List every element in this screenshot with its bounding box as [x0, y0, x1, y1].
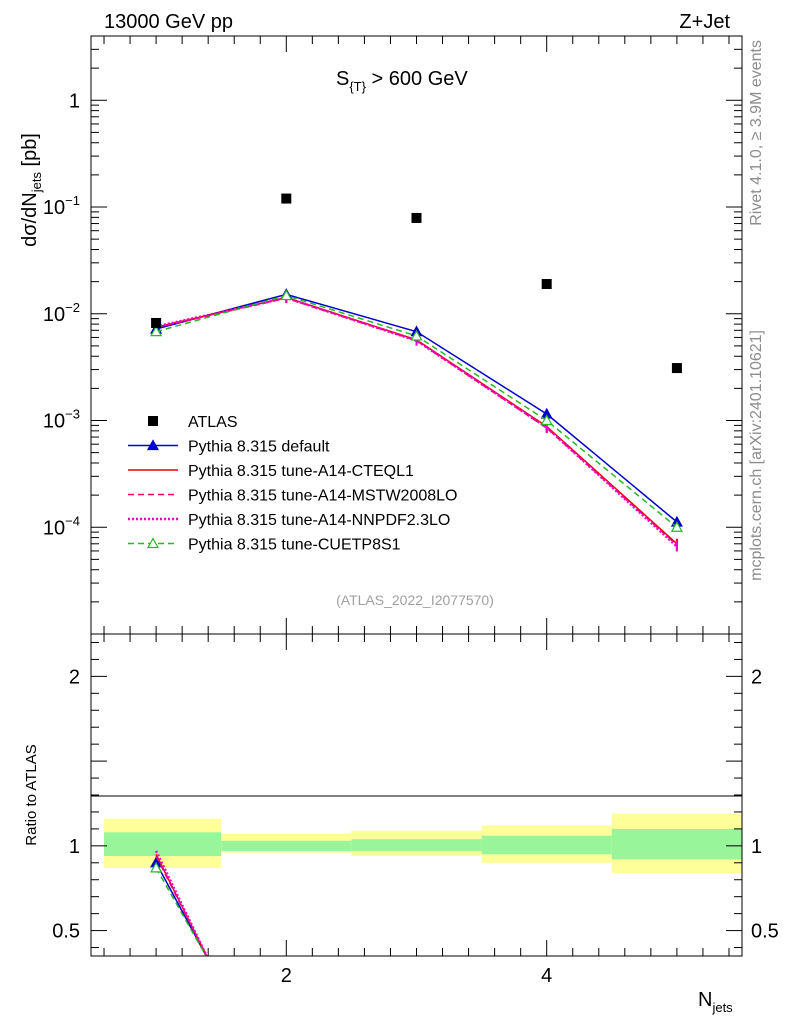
tick-mantissa: 10 [43, 197, 65, 219]
main-y-tick-labels: 110−110−210−310−4 [43, 90, 80, 539]
header-right: Z+Jet [679, 11, 730, 33]
ylabel-suffix: [pb] [19, 133, 41, 172]
ratio-marker [150, 861, 163, 873]
legend-label: Pythia 8.315 tune-A14-MSTW2008LO [188, 488, 457, 505]
main-panel: 110−110−210−310−4 S{T} > 600 GeV dσ/dNje… [19, 35, 743, 635]
atlas-data-point [151, 317, 162, 328]
ratio-frame [90, 633, 743, 957]
atlas-data-point [671, 363, 682, 374]
series-marker [410, 329, 423, 341]
ratio-inner-band [221, 840, 352, 851]
tick-exponent: −1 [65, 193, 80, 208]
series-marker [150, 325, 163, 337]
main-y-tick-label: 10−1 [43, 193, 80, 219]
main-y-tick-label: 1 [69, 90, 80, 112]
x-tick-label: 2 [281, 965, 292, 987]
main-y-tick-label: 10−2 [43, 300, 80, 326]
main-series [150, 288, 683, 552]
legend: ATLAS Pythia 8.315 default Pythia 8.315 tu… [128, 414, 457, 554]
main-y-tick-label: 10−3 [43, 407, 80, 433]
legend-label: Pythia 8.315 default [188, 439, 330, 456]
ratio-y-tick-label-right: 2 [751, 666, 762, 688]
xlabel-sub: jets [711, 1000, 733, 1015]
atlas-data-point [411, 212, 422, 223]
analysis-watermark: (ATLAS_2022_I2077570) [336, 592, 494, 608]
legend-label: ATLAS [188, 414, 238, 431]
tick-exponent: −4 [65, 513, 80, 528]
ratio-y-tick-label: 0.5 [52, 921, 80, 943]
title-main: S [336, 68, 349, 90]
series-marker [540, 414, 553, 426]
ratio-y-tick-label: 2 [69, 666, 80, 688]
header-left: 13000 GeV pp [104, 11, 233, 33]
main-ticks [91, 35, 742, 635]
ratio-y-tick-label-right: 1 [751, 836, 762, 858]
main-y-axis-label: dσ/dNjets [pb] [19, 133, 44, 247]
ratio-line [154, 850, 209, 956]
x-axis-label: Njets [698, 989, 733, 1015]
ylabel-sub: jets [29, 172, 44, 194]
legend-marker [146, 439, 160, 451]
atlas-data-point [281, 193, 292, 204]
title-rest: > 600 GeV [366, 68, 468, 90]
tick-mantissa: 1 [69, 90, 80, 112]
legend-marker [148, 416, 158, 426]
rivet-label: Rivet 4.1.0, ≥ 3.9M events [748, 40, 765, 226]
ratio-bands [104, 813, 742, 873]
tick-mantissa: 10 [43, 517, 65, 539]
legend-label: Pythia 8.315 tune-A14-NNPDF2.3LO [188, 512, 450, 529]
x-tick-label: 4 [541, 965, 552, 987]
ratio-tick-labels: 0.5 0.5 1 1 2 2 2 4 [52, 666, 779, 987]
ratio-inner-band [611, 828, 742, 860]
ratio-panel: Ratio to ATLAS 0.5 0.5 1 1 2 2 2 4 Njets [23, 633, 779, 1015]
ratio-line [155, 867, 207, 956]
atlas-data [151, 193, 682, 374]
title-sub: {T} [349, 79, 366, 94]
tick-exponent: −2 [65, 300, 80, 315]
xlabel-main: N [698, 989, 712, 1011]
series-marker [670, 521, 683, 532]
legend-marker [146, 537, 160, 549]
ylabel-prefix: dσ/dN [19, 192, 41, 247]
atlas-data-point [541, 279, 552, 290]
ratio-inner-band [481, 835, 612, 855]
ratio-inner-band [351, 839, 482, 851]
ratio-y-tick-label: 1 [69, 836, 80, 858]
legend-label: Pythia 8.315 tune-A14-CTEQL1 [188, 463, 414, 480]
main-y-tick-label: 10−4 [43, 513, 80, 539]
ratio-y-axis-label: Ratio to ATLAS [23, 744, 40, 845]
ratio-ticks [91, 634, 742, 956]
main-title: S{T} > 600 GeV [336, 68, 468, 94]
series-marker [280, 289, 293, 301]
ratio-series [150, 850, 209, 956]
tick-exponent: −3 [65, 407, 80, 422]
legend-label: Pythia 8.315 tune-CUETP8S1 [188, 537, 401, 554]
ratio-inner-band [104, 832, 222, 857]
tick-mantissa: 10 [43, 411, 65, 433]
mcplots-label: mcplots.cern.ch [arXiv:2401.10621] [748, 330, 765, 581]
tick-mantissa: 10 [43, 304, 65, 326]
ratio-y-tick-label-right: 0.5 [751, 921, 779, 943]
